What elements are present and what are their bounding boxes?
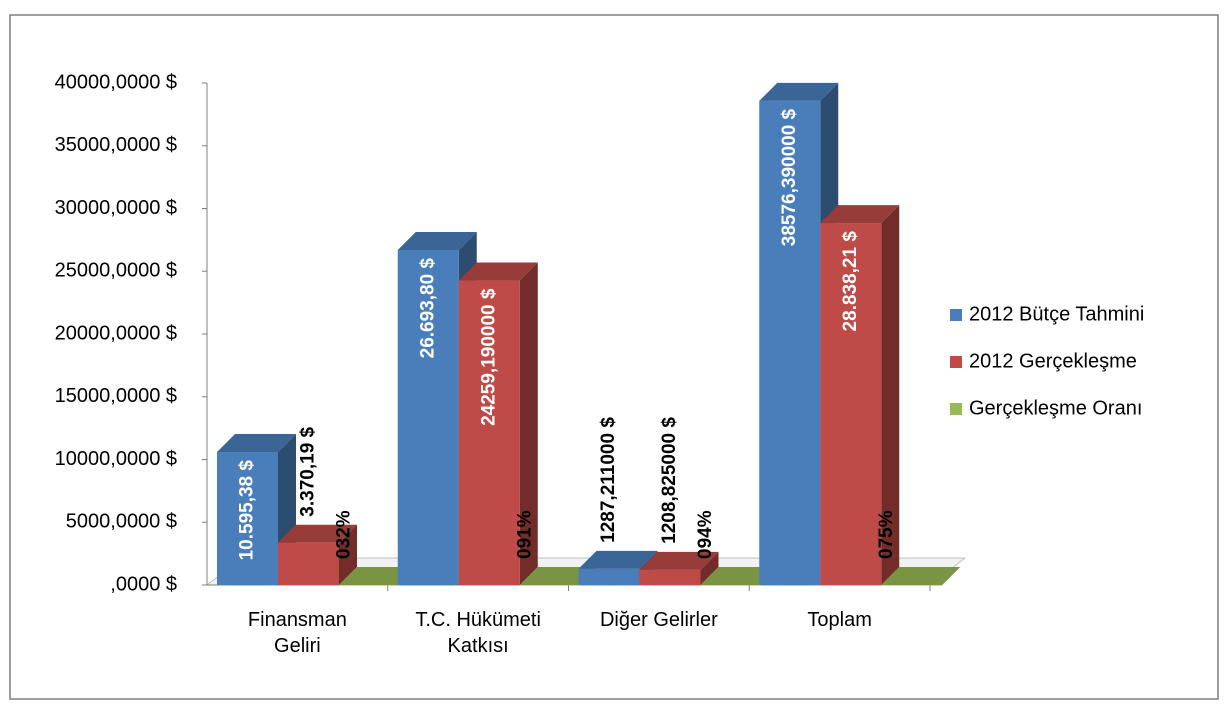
bar-side <box>881 205 900 586</box>
bar <box>881 584 943 586</box>
y-tick-label: 35000,0000 $ <box>55 134 177 156</box>
bar-top <box>759 82 839 101</box>
value-label: 094% <box>695 510 716 559</box>
legend-label: 2012 Gerçekleşme <box>969 350 1137 372</box>
value-label: 26.693,80 $ <box>417 258 438 359</box>
bar <box>759 100 821 585</box>
bar-top <box>458 262 538 281</box>
value-label: 075% <box>876 510 897 559</box>
legend-label: 2012 Bütçe Tahmini <box>969 303 1144 325</box>
y-tick-label: 10000,0000 $ <box>55 448 177 470</box>
legend-swatch <box>950 356 962 368</box>
value-label: 24259,190000 $ <box>478 288 499 426</box>
bar <box>458 280 520 585</box>
bar-top <box>639 551 719 570</box>
value-label: 1287,211000 $ <box>598 417 619 543</box>
bar-side <box>700 551 719 585</box>
value-label: 28.838,21 $ <box>840 231 861 332</box>
bar <box>700 584 762 586</box>
y-tick-label: 20000,0000 $ <box>55 322 177 344</box>
bar-top <box>881 566 961 585</box>
value-label: 1208,825000 $ <box>659 417 680 544</box>
y-tick-label: 5000,0000 $ <box>66 511 177 533</box>
y-tick-label: 40000,0000 $ <box>55 71 177 93</box>
bar-top <box>217 434 296 453</box>
x-tick-label: Toplam <box>807 609 872 631</box>
x-tick-label: Finansman Geliri <box>247 609 347 657</box>
value-label: 091% <box>514 510 535 559</box>
legend-swatch <box>950 309 962 321</box>
y-tick-label: 15000,0000 $ <box>55 385 177 407</box>
y-tick-label: ,0000 $ <box>110 573 177 595</box>
y-tick-label: 30000,0000 $ <box>55 197 177 219</box>
bar-side <box>942 566 961 585</box>
value-label: 032% <box>334 510 355 559</box>
value-label: 38576,390000 $ <box>779 108 800 246</box>
legend-label: Gerçekleşme Oranı <box>969 397 1142 419</box>
bar-side <box>519 262 538 585</box>
bar-top <box>278 524 357 543</box>
x-tick-label: Diğer Gelirler <box>599 609 718 631</box>
bar <box>578 568 640 585</box>
bar-top <box>820 205 900 224</box>
bar-side <box>339 524 357 585</box>
bar-top <box>578 550 658 569</box>
bar <box>217 452 278 585</box>
bar <box>820 223 882 586</box>
value-label: 10.595,38 $ <box>237 460 258 561</box>
value-label: 3.370,19 $ <box>298 426 319 516</box>
y-tick-label: 25000,0000 $ <box>55 260 177 282</box>
bar-top <box>397 231 477 250</box>
legend-swatch <box>950 403 962 415</box>
bar <box>519 584 581 586</box>
bar <box>278 542 339 585</box>
bar <box>397 249 459 586</box>
bar <box>639 569 701 585</box>
bar <box>339 584 400 586</box>
x-tick-label: T.C. Hükümeti Katkısı <box>415 609 541 657</box>
